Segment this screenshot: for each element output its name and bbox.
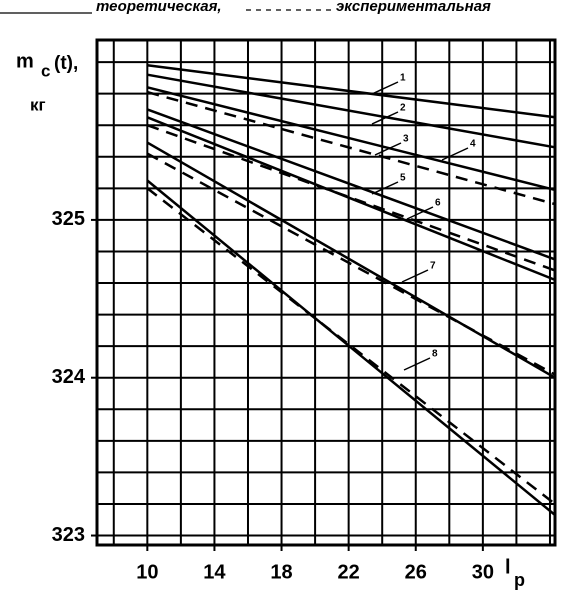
series-label: 6 [435,198,441,209]
series-line [146,124,556,272]
x-tick-label: 26 [405,561,427,583]
legend-label: экспериментальная [336,0,491,15]
label-leader [371,81,399,95]
x-tick-label: 30 [472,561,494,583]
series-label: 5 [400,173,406,184]
series-line [146,116,556,282]
label-leader [371,181,399,195]
legend-label: теоретическая, [96,0,222,15]
y-axis-unit: кг [30,95,46,114]
series-line [146,108,556,261]
label-leader [441,147,469,161]
x-tick-label: 18 [270,561,292,583]
y-axis-label-rest: (t), [54,53,78,74]
series-label: 1 [400,73,406,84]
y-axis-label-sub: c [41,61,50,80]
series-label: 2 [400,103,406,114]
series-line [147,73,556,149]
label-leader [406,206,434,220]
x-tick-label: 14 [203,561,226,583]
label-leader [401,269,429,283]
series-label: 7 [430,261,436,272]
y-tick-label: 325 [52,208,85,230]
series-line [147,63,556,119]
plot-frame [95,38,557,547]
label-leader [374,142,402,156]
x-tick-label: 10 [136,561,158,583]
series-line [146,86,556,192]
y-tick-label: 323 [52,524,85,546]
series-line [146,179,556,516]
x-axis-label-sub: p [514,570,525,590]
series-line [146,152,556,376]
y-axis-label: m [16,50,34,72]
y-tick-label: 324 [52,366,86,388]
series-label: 8 [432,349,438,360]
series-label: 3 [403,134,409,145]
label-leader [371,111,399,125]
series-line [146,141,556,379]
x-tick-label: 22 [338,561,360,583]
series-line [146,187,556,505]
series-line [146,90,556,206]
label-leader [403,357,431,371]
x-axis-label: l [505,556,511,578]
series-label: 4 [470,139,476,150]
